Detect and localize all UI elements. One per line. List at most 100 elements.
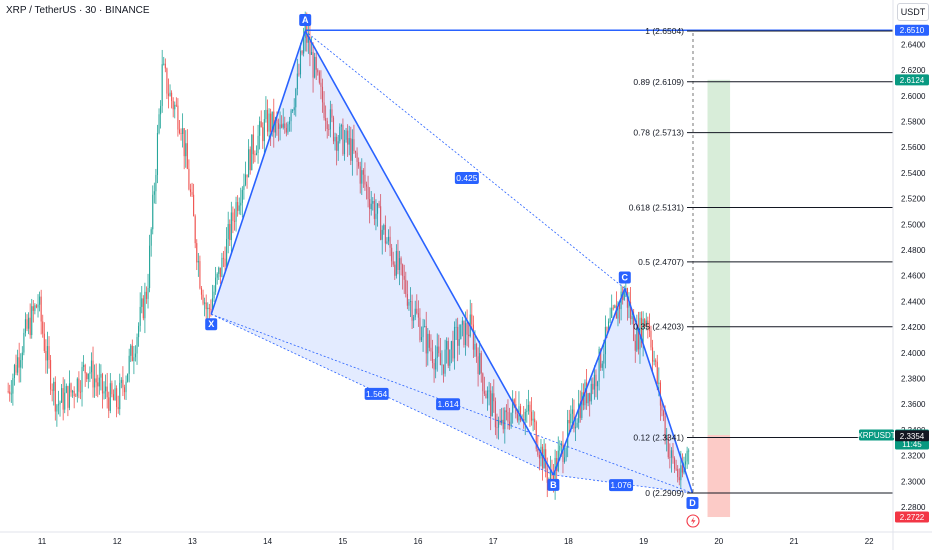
currency-unit-button[interactable]: USDT [897, 3, 929, 21]
pattern-point-badge [547, 478, 560, 491]
candle-body [677, 469, 679, 478]
candle-body [191, 192, 193, 195]
candle-body [117, 407, 119, 410]
candle-body [334, 136, 336, 142]
candle-body [67, 386, 69, 408]
candle-body [460, 324, 462, 340]
candle-body [18, 357, 20, 368]
candle-body [631, 315, 633, 320]
candle-body [392, 261, 394, 265]
candle-body [348, 138, 350, 145]
candle-body [656, 361, 658, 384]
candle-body [50, 360, 52, 390]
candle-body [651, 347, 654, 362]
candle-body [205, 302, 207, 310]
candle-body [84, 364, 86, 374]
candle-body [51, 389, 53, 391]
candle-body [37, 304, 39, 308]
candle-body [108, 397, 110, 411]
candle-body [491, 393, 493, 417]
time-axis[interactable]: 11 12 13 14 15 16 17 18 19 20 21 22 [0, 531, 932, 546]
candle-body [288, 121, 291, 125]
candle-body [321, 86, 324, 103]
candle-body [340, 124, 342, 127]
candle-body [292, 110, 294, 111]
candle-body [139, 306, 141, 326]
candle-body [444, 349, 446, 374]
candle-body [633, 315, 635, 341]
candle-body [199, 261, 201, 289]
candle-body [650, 330, 652, 348]
candle-body [127, 373, 129, 382]
candle-body [497, 420, 500, 428]
candle-body [64, 392, 66, 410]
candle-body [667, 436, 669, 458]
candle-body [323, 102, 325, 119]
ratio-badge [609, 479, 634, 492]
price-tag-value: 2.6124 [900, 76, 925, 85]
candle-body [534, 418, 536, 423]
candle-body [587, 393, 589, 404]
candle-body [424, 326, 426, 327]
candle-body [34, 305, 36, 311]
candle-body [290, 110, 292, 122]
candle-body [309, 37, 311, 55]
candle-body [504, 410, 506, 430]
candle-body [265, 109, 267, 120]
candle-body [68, 383, 71, 408]
price-tags: 2.65102.61242.336011:45XRPUSDT2.33542.27… [857, 24, 929, 523]
candle-body [23, 332, 25, 353]
candle-body [416, 308, 418, 314]
candle-body [529, 404, 531, 412]
candle-body [447, 340, 449, 366]
candle-body [532, 418, 534, 421]
candle-body [391, 247, 393, 262]
candle-body [369, 199, 371, 210]
candle-body [634, 340, 636, 351]
harmonic-pattern[interactable]: X A B C D 0.425 1.564 1.614 1.076 [205, 14, 893, 509]
candle-body [259, 121, 261, 136]
candle-body [686, 450, 688, 462]
candle-body [681, 465, 683, 473]
price-tag [895, 511, 929, 523]
alert-icon[interactable] [686, 514, 700, 528]
candle-body [519, 406, 522, 421]
candle-body [372, 200, 374, 204]
candle-body [221, 257, 223, 277]
candle-body [79, 391, 82, 393]
candle-body [270, 113, 272, 132]
candle-body [230, 212, 232, 241]
candle-body [251, 134, 253, 171]
candle-body [422, 326, 424, 338]
candle-body [685, 461, 687, 465]
candle-body [171, 92, 173, 101]
fib-levels[interactable]: 1 (2.6504) 0.89 (2.6109) 0.78 (2.5713) 0.61… [629, 26, 893, 498]
candle-body [189, 189, 192, 193]
candle-body [354, 150, 357, 153]
candle-body [238, 205, 240, 211]
candle-body [606, 326, 608, 331]
candle-body [513, 399, 515, 405]
candle-body [252, 134, 254, 155]
candle-body [427, 333, 429, 354]
candle-body [100, 374, 102, 378]
fib-level-label: 0 (2.2909) [645, 488, 684, 498]
candle-body [207, 307, 209, 310]
time-tick-label: 16 [414, 537, 423, 546]
candle-body [240, 202, 242, 206]
candle-body [545, 449, 547, 469]
candle-body [600, 349, 602, 368]
candle-body [224, 258, 226, 267]
candle-body [208, 307, 210, 309]
candle-body [494, 401, 496, 428]
candle-body [482, 373, 484, 392]
candle-body [39, 296, 41, 305]
pattern-point-label: B [550, 480, 557, 490]
candle-body [328, 128, 330, 130]
candle-body [574, 426, 577, 429]
candle-body [527, 404, 529, 411]
candle-body [674, 458, 676, 469]
price-axis[interactable]: 2.6400 2.6200 2.6000 2.5800 2.5600 2.5400 2.52… [892, 0, 926, 550]
candle-body [312, 52, 314, 78]
